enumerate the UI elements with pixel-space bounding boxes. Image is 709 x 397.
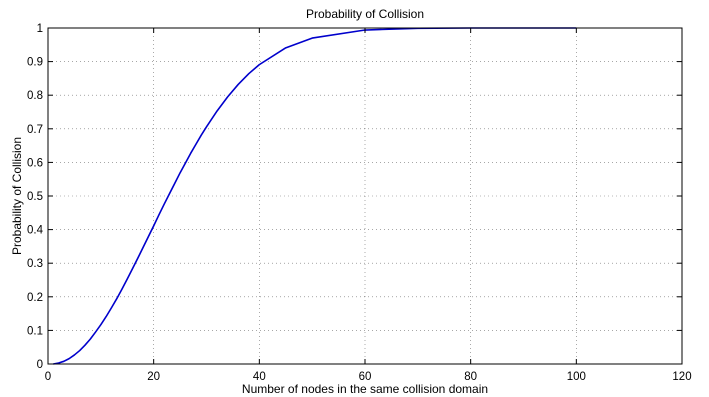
y-tick-label: 0.3 bbox=[27, 258, 43, 270]
y-tick-label: 1 bbox=[37, 23, 43, 35]
x-tick-label: 40 bbox=[253, 371, 266, 383]
x-tick-label: 20 bbox=[147, 371, 160, 383]
y-tick-label: 0.7 bbox=[27, 124, 43, 136]
y-tick-label: 0.5 bbox=[27, 191, 43, 203]
collision-probability-line bbox=[53, 27, 577, 365]
y-tick-label: 0 bbox=[37, 359, 43, 371]
x-tick-label: 120 bbox=[672, 371, 691, 383]
y-tick-label: 0.4 bbox=[27, 225, 44, 237]
x-tick-label: 80 bbox=[464, 371, 477, 383]
y-tick-label: 0.8 bbox=[27, 90, 43, 102]
y-tick-label: 0.1 bbox=[27, 325, 43, 337]
x-axis-label: Number of nodes in the same collision do… bbox=[242, 382, 488, 396]
axis-ticks: 0 20 40 60 80 100 120 0 0.1 0.2 0.3 0.4 0.5 0.6 0.7 0.8… bbox=[27, 23, 692, 383]
series-layer bbox=[53, 27, 577, 365]
y-tick-label: 0.2 bbox=[27, 292, 43, 304]
x-tick-label: 60 bbox=[359, 371, 372, 383]
y-tick-label: 0.6 bbox=[27, 157, 43, 169]
chart-title: Probability of Collision bbox=[306, 7, 424, 21]
y-tick-label: 0.9 bbox=[27, 57, 43, 69]
x-tick-label: 0 bbox=[45, 371, 51, 383]
gridlines bbox=[48, 28, 682, 364]
y-axis-label: Probability of Collision bbox=[10, 137, 24, 255]
x-tick-label: 100 bbox=[567, 371, 586, 383]
